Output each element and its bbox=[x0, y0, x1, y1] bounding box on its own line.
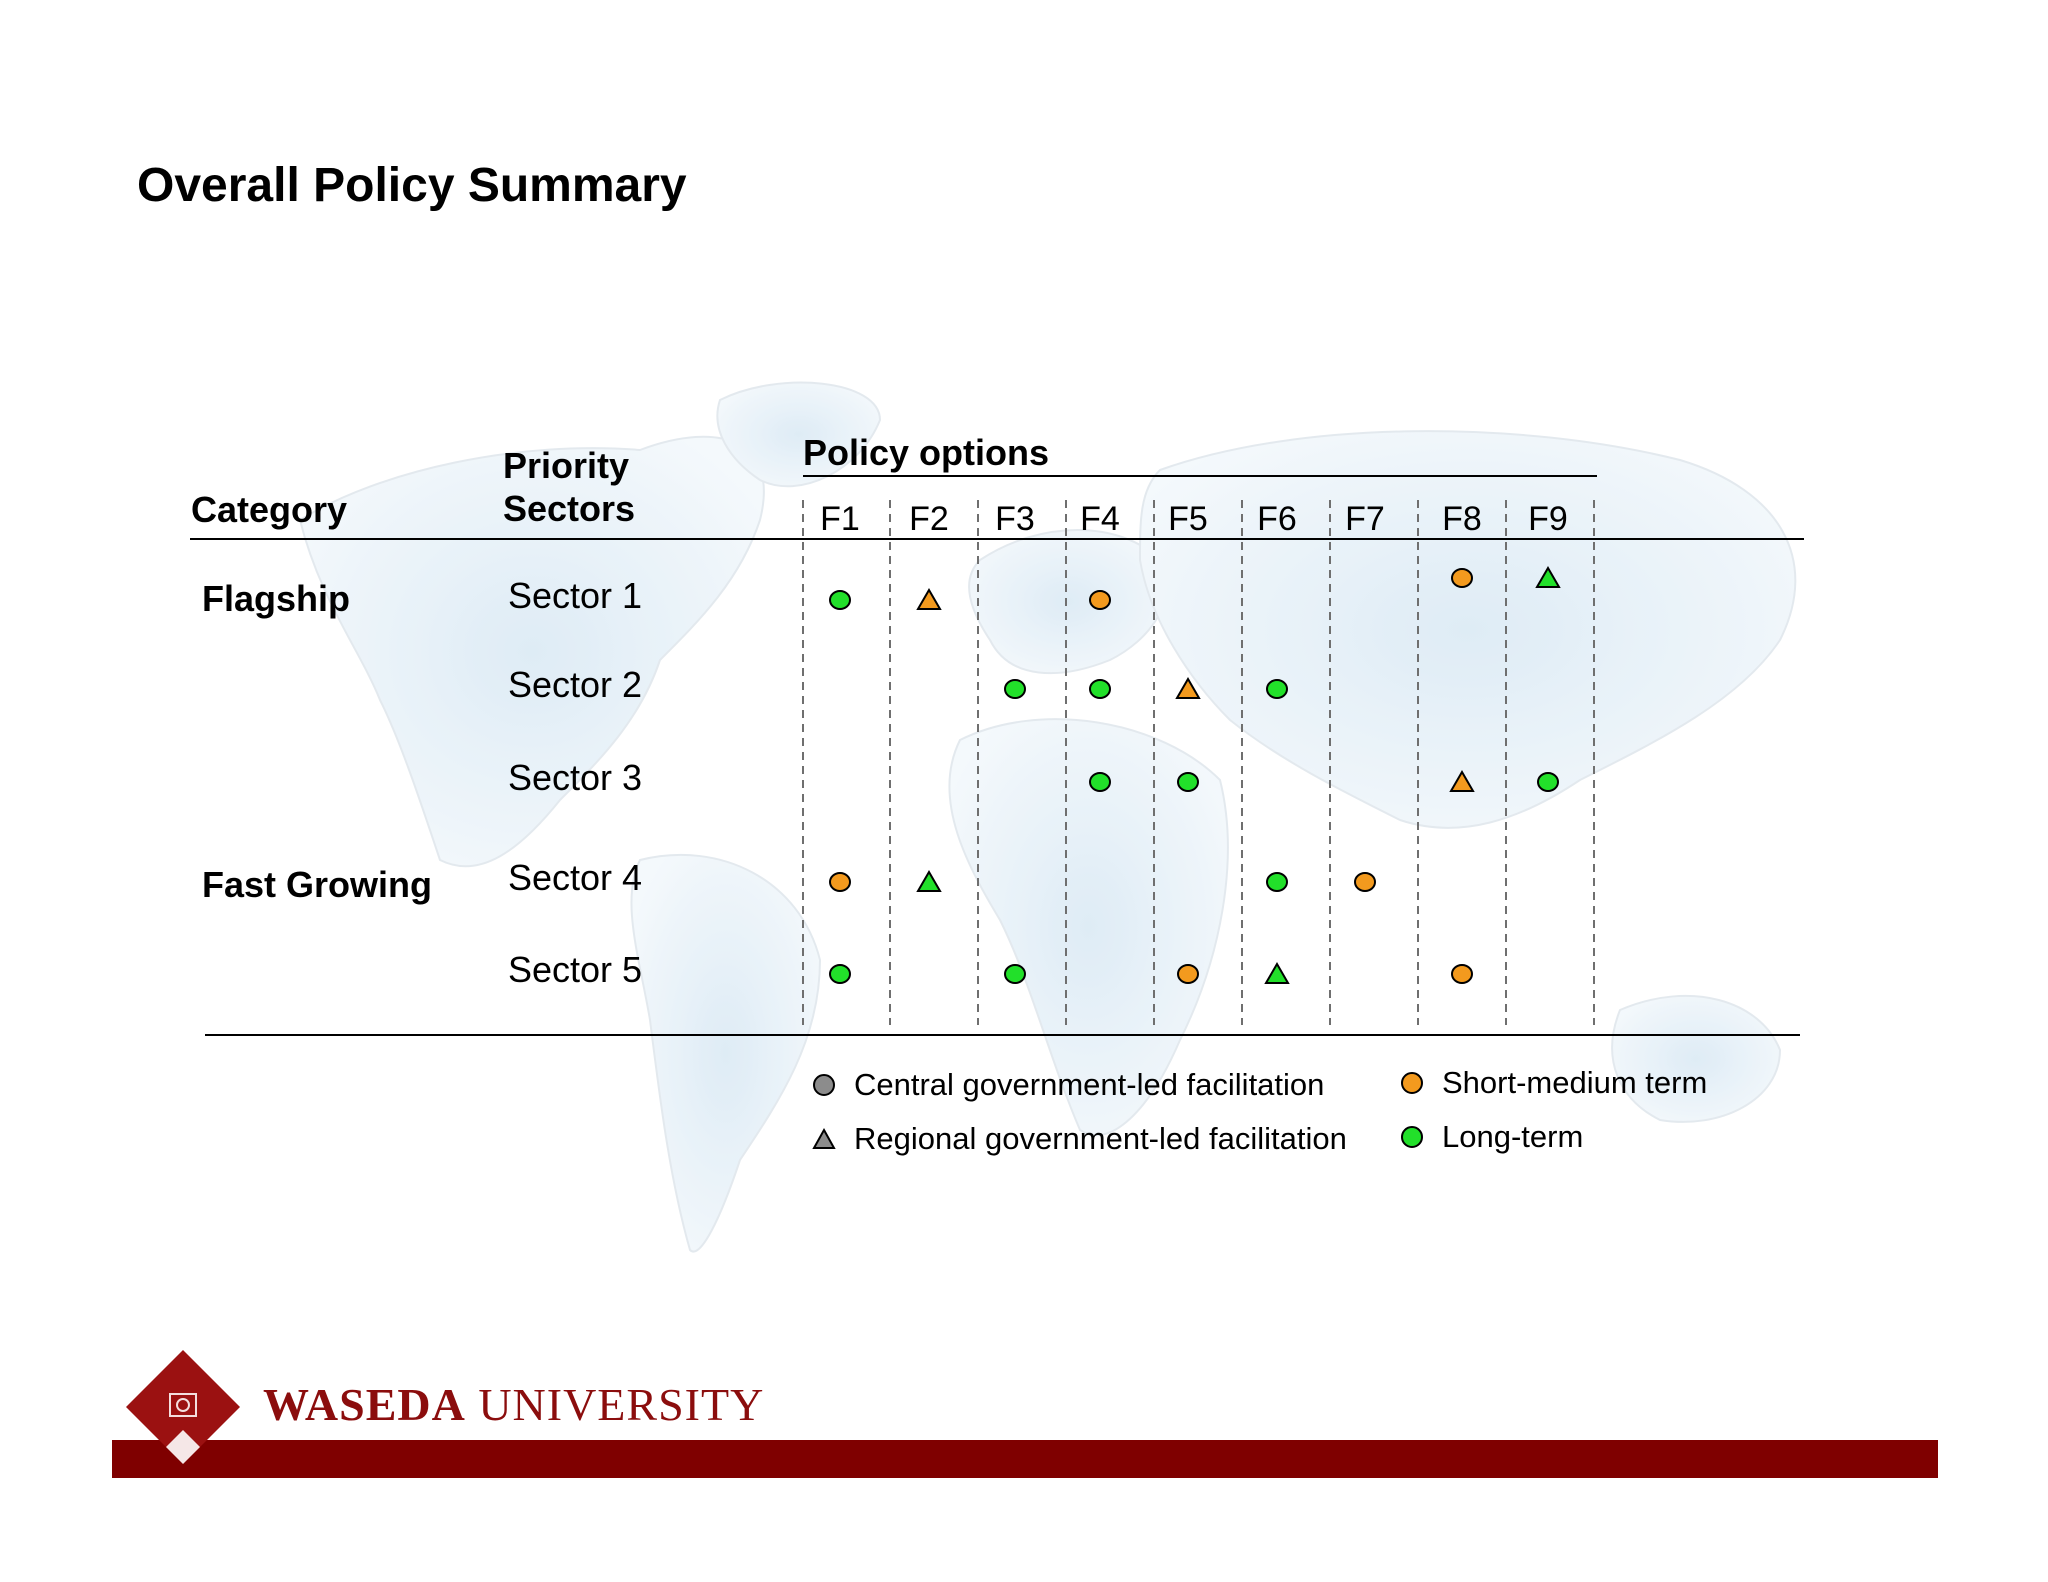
legend-central: Central government-led facilitation bbox=[812, 1067, 1324, 1103]
page-title: Overall Policy Summary bbox=[137, 159, 687, 212]
green-circle-legend-icon bbox=[1401, 1126, 1423, 1148]
legend-regional-label: Regional government-led facilitation bbox=[854, 1121, 1347, 1156]
waseda-logo-icon bbox=[126, 1350, 240, 1464]
column-label-f4: F4 bbox=[1080, 500, 1120, 538]
mark-sector-5-f1 bbox=[829, 964, 851, 984]
legend-regional: Regional government-led facilitation bbox=[812, 1121, 1347, 1157]
legend-long: Long-term bbox=[1400, 1119, 1583, 1155]
mark-sector-2-f6 bbox=[1266, 679, 1288, 699]
mark-sector-2-f4 bbox=[1089, 679, 1111, 699]
footer-bar bbox=[112, 1440, 1938, 1478]
europe-shape bbox=[968, 529, 1168, 675]
legend-long-label: Long-term bbox=[1442, 1119, 1584, 1154]
mark-sector-4-f6 bbox=[1266, 872, 1288, 892]
mark-sector-2-f5 bbox=[1175, 677, 1201, 699]
north-america-shape bbox=[298, 435, 765, 868]
greenland-shape bbox=[716, 381, 882, 488]
australia-shape bbox=[1611, 994, 1782, 1123]
mark-sector-1-f9 bbox=[1535, 566, 1561, 588]
category-label: Flagship bbox=[202, 578, 351, 619]
sector-label: Sector 3 bbox=[508, 757, 643, 798]
mark-sector-3-f8 bbox=[1449, 770, 1475, 792]
sector-label: Sector 2 bbox=[508, 664, 643, 705]
university-name: WASEDA UNIVERSITY bbox=[263, 1378, 764, 1431]
column-label-f5: F5 bbox=[1168, 500, 1208, 538]
legend-short-label: Short-medium term bbox=[1442, 1065, 1708, 1100]
mark-sector-3-f5 bbox=[1177, 772, 1199, 792]
mark-sector-5-f6 bbox=[1264, 962, 1290, 984]
sector-label: Sector 5 bbox=[508, 949, 643, 990]
mark-sector-1-f1 bbox=[829, 590, 851, 610]
column-label-f1: F1 bbox=[820, 500, 860, 538]
priority-header-line1: Priority bbox=[503, 445, 630, 486]
legend-short: Short-medium term bbox=[1400, 1065, 1707, 1101]
mark-sector-1-f8 bbox=[1451, 568, 1473, 588]
legend-central-label: Central government-led facilitation bbox=[854, 1067, 1325, 1102]
africa-shape bbox=[948, 718, 1229, 1137]
mark-sector-4-f2 bbox=[916, 870, 942, 892]
mark-sector-3-f9 bbox=[1537, 772, 1559, 792]
priority-sectors-header: Priority Sectors bbox=[503, 444, 635, 530]
category-header: Category bbox=[191, 489, 348, 530]
priority-header-line2: Sectors bbox=[503, 488, 636, 529]
mark-sector-5-f3 bbox=[1004, 964, 1026, 984]
mark-sector-5-f8 bbox=[1451, 964, 1473, 984]
column-label-f7: F7 bbox=[1345, 500, 1385, 538]
asia-shape bbox=[1138, 430, 1797, 829]
mark-sector-2-f3 bbox=[1004, 679, 1026, 699]
mark-sector-4-f1 bbox=[829, 872, 851, 892]
mark-sector-4-f7 bbox=[1354, 872, 1376, 892]
mark-sector-5-f5 bbox=[1177, 964, 1199, 984]
sector-label: Sector 4 bbox=[508, 857, 643, 898]
mark-sector-3-f4 bbox=[1089, 772, 1111, 792]
policy-options-header: Policy options bbox=[803, 432, 1050, 473]
column-label-f3: F3 bbox=[995, 500, 1035, 538]
south-america-shape bbox=[630, 853, 822, 1253]
column-label-f6: F6 bbox=[1257, 500, 1297, 538]
sector-label: Sector 1 bbox=[508, 575, 643, 616]
column-label-f8: F8 bbox=[1442, 500, 1482, 538]
column-label-f2: F2 bbox=[909, 500, 949, 538]
circle-legend-icon bbox=[813, 1074, 835, 1096]
category-label: Fast Growing bbox=[202, 864, 433, 905]
mark-sector-1-f2 bbox=[916, 588, 942, 610]
university-name-bold: WASEDA bbox=[263, 1379, 466, 1430]
orange-circle-legend-icon bbox=[1401, 1072, 1423, 1094]
university-name-rest: UNIVERSITY bbox=[465, 1379, 765, 1430]
column-label-f9: F9 bbox=[1528, 500, 1568, 538]
mark-sector-1-f4 bbox=[1089, 590, 1111, 610]
triangle-legend-icon bbox=[812, 1127, 836, 1149]
